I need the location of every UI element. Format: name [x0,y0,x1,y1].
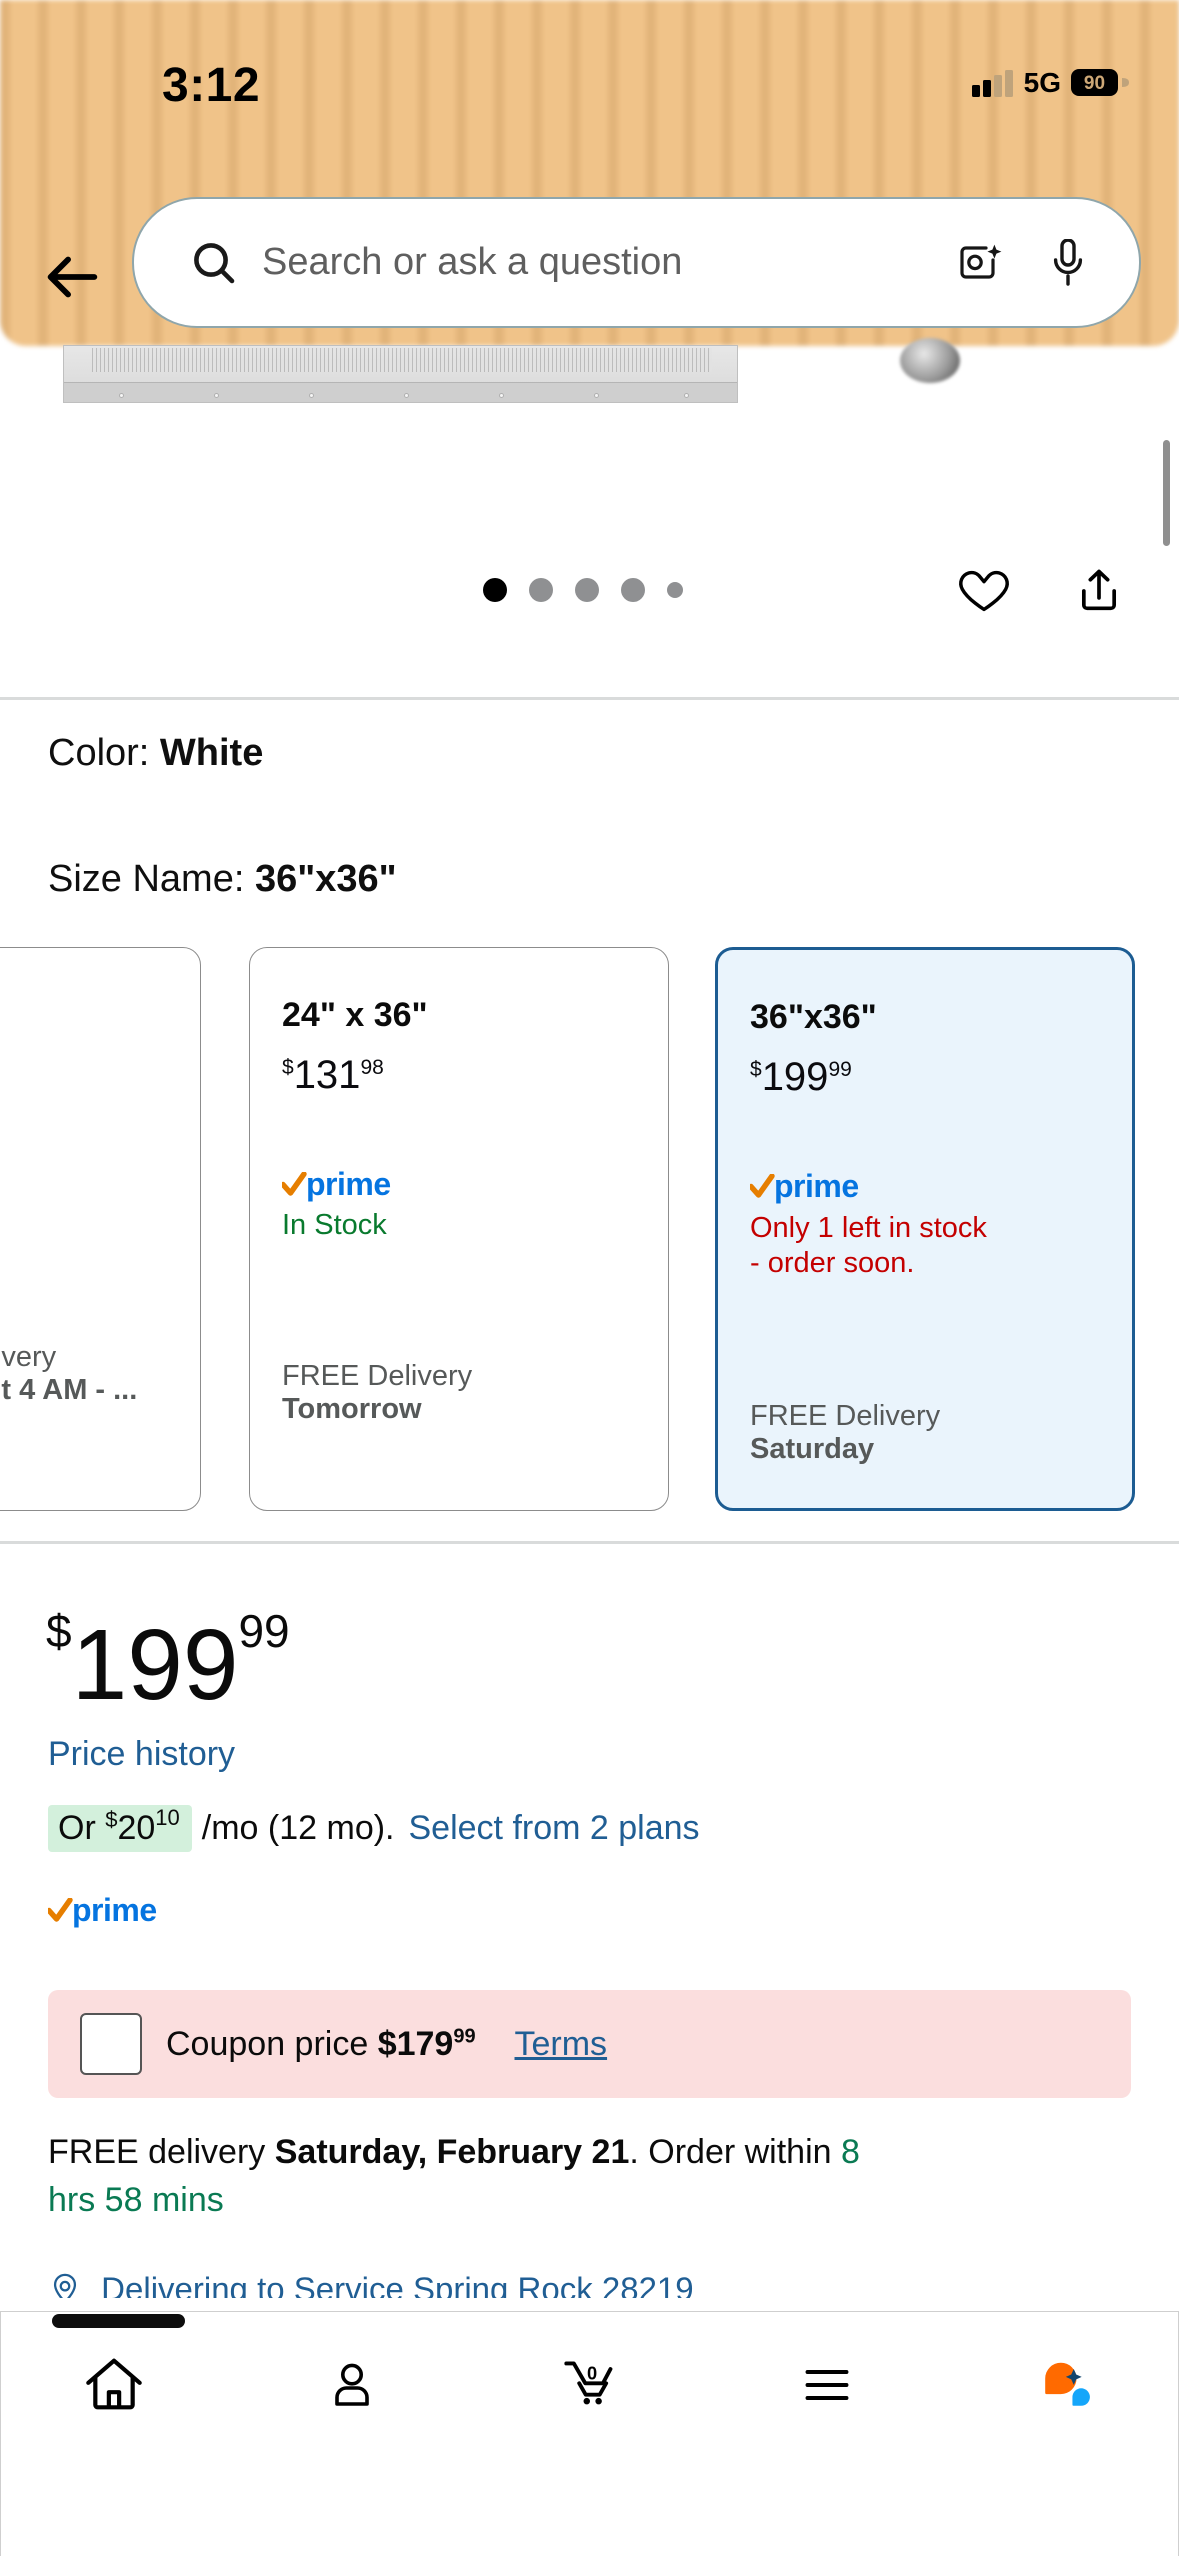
svg-text:90: 90 [1084,73,1105,94]
svg-text:0: 0 [587,2363,597,2384]
